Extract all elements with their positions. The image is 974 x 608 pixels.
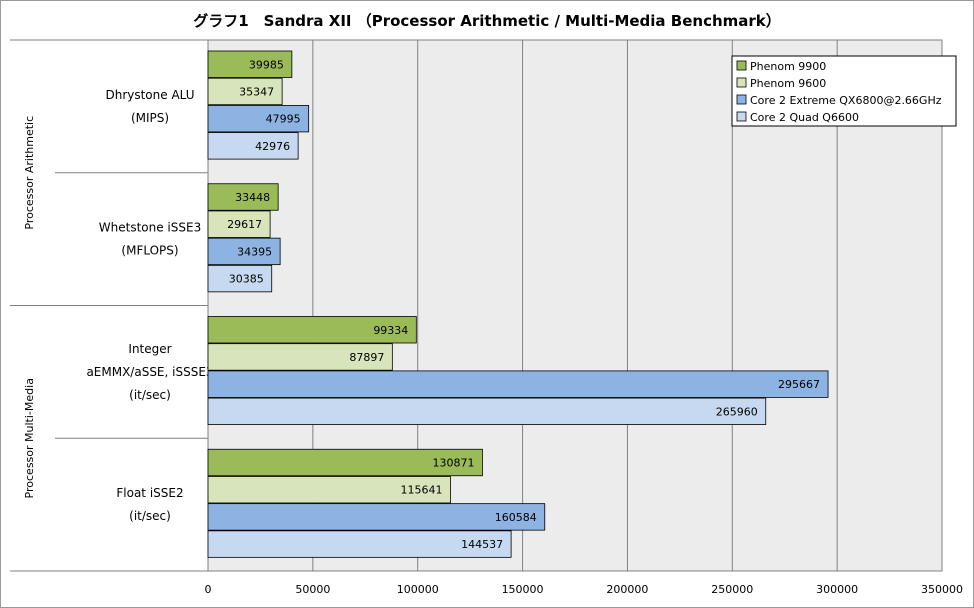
category-label: (it/sec): [129, 388, 171, 402]
x-tick-label: 100000: [397, 583, 439, 596]
data-label: 42976: [255, 140, 290, 153]
data-label: 144537: [461, 538, 503, 551]
data-label: 34395: [237, 245, 272, 258]
category-label: (MFLOPS): [121, 244, 178, 258]
data-label: 33448: [235, 191, 270, 204]
group-label: Processor Arithmetic: [23, 116, 36, 230]
x-tick-label: 50000: [295, 583, 330, 596]
bar: [207, 210, 271, 238]
bar: [207, 370, 829, 398]
bar: [207, 448, 483, 477]
data-label: 99334: [373, 324, 408, 337]
category-label: Integer: [128, 342, 171, 356]
bar: [207, 397, 767, 426]
category-label: (MIPS): [131, 111, 169, 125]
data-label: 115641: [401, 484, 443, 497]
bar: [207, 316, 417, 344]
legend-label: Core 2 Extreme QX6800@2.66GHz: [750, 94, 942, 107]
data-label: 130871: [432, 457, 474, 470]
category-label: Float iSSE2: [116, 486, 183, 500]
bar: [207, 237, 281, 266]
chart-title: グラフ1 Sandra XII （Processor Arithmetic / …: [193, 12, 781, 30]
data-label: 30385: [229, 273, 264, 286]
legend-swatch: [736, 111, 747, 122]
x-tick-label: 0: [205, 583, 212, 596]
group-label: Processor Multi-Media: [23, 378, 36, 498]
category-label: (it/sec): [129, 509, 171, 523]
legend-swatch: [736, 60, 747, 71]
x-tick-label: 150000: [502, 583, 544, 596]
bar: [207, 132, 299, 160]
data-label: 160584: [495, 511, 537, 524]
bar: [207, 77, 283, 106]
bar: [207, 50, 293, 78]
data-label: 295667: [778, 378, 820, 391]
data-label: 87897: [349, 351, 384, 364]
x-tick-label: 300000: [816, 583, 858, 596]
bar: [207, 476, 451, 504]
bar: [207, 183, 279, 211]
x-tick-label: 350000: [921, 583, 963, 596]
legend-label: Phenom 9600: [750, 77, 826, 90]
data-label: 29617: [227, 218, 262, 231]
bar: [207, 530, 512, 558]
data-label: 265960: [716, 405, 758, 418]
data-label: 39985: [249, 58, 284, 71]
legend-swatch: [736, 77, 747, 88]
bar: [207, 503, 546, 531]
data-label: 47995: [266, 113, 301, 126]
legend-box: [731, 55, 957, 127]
data-label: 35347: [239, 85, 274, 98]
category-label: Whetstone iSSE3: [99, 221, 201, 235]
legend-label: Core 2 Quad Q6600: [750, 111, 859, 124]
legend-label: Phenom 9900: [750, 60, 826, 73]
legend-swatch: [736, 94, 747, 105]
category-label: aEMMX/aSSE, iSSSE3: [86, 365, 213, 379]
bar: [207, 264, 273, 293]
x-tick-label: 200000: [606, 583, 648, 596]
bar: [207, 343, 393, 371]
x-tick-label: 250000: [711, 583, 753, 596]
category-label: Dhrystone ALU: [105, 88, 194, 102]
bar: [207, 105, 310, 133]
